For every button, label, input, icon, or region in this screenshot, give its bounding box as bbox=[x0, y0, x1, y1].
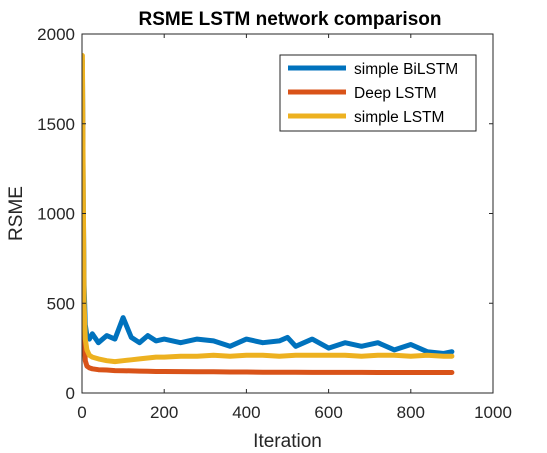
series-line-2 bbox=[82, 53, 455, 365]
x-tick-label: 400 bbox=[232, 403, 260, 422]
series-layer bbox=[82, 53, 455, 375]
legend-items: simple BiLSTM Deep LSTM simple LSTM bbox=[288, 61, 458, 126]
x-tick-label: 1000 bbox=[474, 403, 512, 422]
x-tick-label: 0 bbox=[77, 403, 86, 422]
legend-label-0: simple BiLSTM bbox=[354, 61, 458, 78]
y-axis-label: RSME bbox=[6, 186, 27, 241]
series-line-1 bbox=[82, 67, 455, 375]
y-tick-label: 2000 bbox=[37, 25, 75, 44]
y-ticks: 0 500 1000 1500 2000 bbox=[37, 25, 493, 403]
series-line-0 bbox=[82, 58, 455, 356]
y-tick-label: 1000 bbox=[37, 205, 75, 224]
chart-title: RSME LSTM network comparison bbox=[139, 9, 442, 30]
y-tick-label: 0 bbox=[66, 384, 75, 403]
x-tick-label: 800 bbox=[397, 403, 425, 422]
x-axis-label: Iteration bbox=[253, 431, 322, 452]
y-tick-label: 500 bbox=[47, 294, 75, 313]
y-tick-label: 1500 bbox=[37, 115, 75, 134]
x-ticks: 0 200 400 600 800 1000 bbox=[77, 34, 512, 422]
legend-label-2: simple LSTM bbox=[354, 109, 444, 126]
legend: simple BiLSTM Deep LSTM simple LSTM bbox=[279, 54, 477, 132]
x-tick-label: 600 bbox=[314, 403, 342, 422]
legend-label-1: Deep LSTM bbox=[354, 85, 437, 102]
x-tick-label: 200 bbox=[150, 403, 178, 422]
